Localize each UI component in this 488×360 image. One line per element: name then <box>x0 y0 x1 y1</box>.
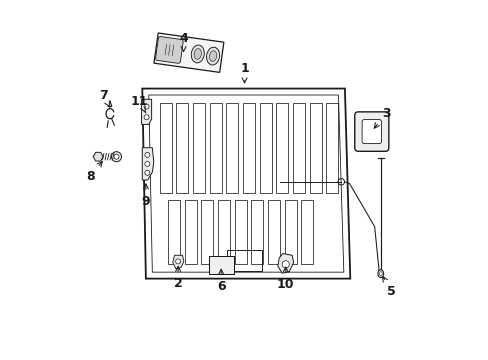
Circle shape <box>114 154 119 159</box>
Polygon shape <box>277 253 293 273</box>
Ellipse shape <box>379 272 382 275</box>
Circle shape <box>144 161 149 166</box>
Circle shape <box>144 152 149 157</box>
Text: 5: 5 <box>382 276 395 298</box>
Text: 7: 7 <box>100 89 110 108</box>
FancyBboxPatch shape <box>354 112 388 151</box>
Ellipse shape <box>206 47 219 65</box>
Polygon shape <box>142 148 153 180</box>
FancyBboxPatch shape <box>154 33 224 72</box>
Polygon shape <box>172 255 183 269</box>
Polygon shape <box>93 152 103 161</box>
Text: 3: 3 <box>373 107 389 128</box>
Circle shape <box>144 104 149 109</box>
Ellipse shape <box>209 51 216 62</box>
Text: 9: 9 <box>142 184 150 208</box>
Ellipse shape <box>191 45 204 63</box>
Text: 6: 6 <box>217 269 225 293</box>
Ellipse shape <box>377 270 383 278</box>
Text: 8: 8 <box>86 162 102 183</box>
Circle shape <box>175 259 180 264</box>
Text: 10: 10 <box>276 267 294 291</box>
FancyBboxPatch shape <box>362 120 381 144</box>
Ellipse shape <box>194 49 201 59</box>
Text: 4: 4 <box>179 32 187 51</box>
FancyBboxPatch shape <box>208 256 233 274</box>
Text: 2: 2 <box>173 266 182 291</box>
Circle shape <box>144 115 149 120</box>
Polygon shape <box>142 99 151 125</box>
Circle shape <box>144 170 149 175</box>
FancyBboxPatch shape <box>155 37 183 63</box>
Circle shape <box>111 152 121 162</box>
Text: 1: 1 <box>240 62 248 83</box>
Text: 11: 11 <box>131 95 148 113</box>
Circle shape <box>282 261 289 268</box>
